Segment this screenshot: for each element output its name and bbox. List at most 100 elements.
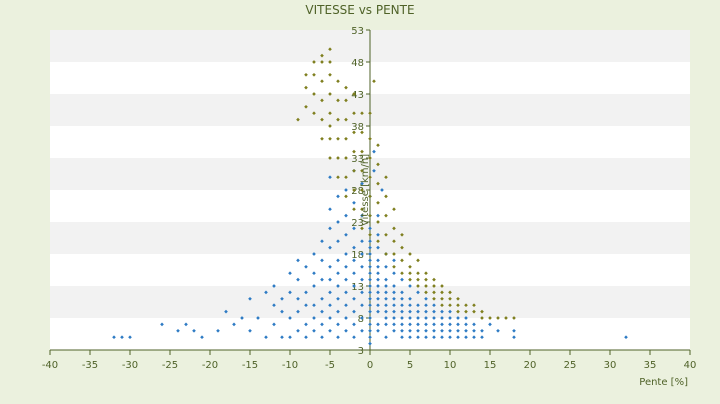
data-point — [368, 264, 372, 269]
data-point — [336, 258, 340, 263]
data-point — [336, 175, 340, 180]
data-point — [360, 188, 364, 192]
data-point — [160, 322, 164, 327]
data-point — [296, 258, 300, 263]
data-point — [432, 335, 436, 340]
data-point — [424, 328, 428, 333]
x-tick-label: 35 — [644, 360, 657, 371]
data-point — [232, 322, 236, 327]
data-point — [304, 290, 308, 295]
data-point — [416, 277, 420, 282]
x-axis-label: Pente [%] — [639, 377, 688, 388]
data-point — [368, 296, 372, 301]
data-point — [376, 290, 380, 295]
data-point — [448, 335, 452, 340]
data-point — [336, 296, 340, 301]
data-point — [368, 213, 372, 218]
data-point — [344, 264, 348, 269]
data-point — [328, 156, 332, 160]
data-point — [512, 328, 516, 333]
data-point — [288, 335, 292, 340]
data-point — [328, 245, 332, 250]
data-point — [312, 316, 316, 320]
y-tick-label: 23 — [351, 218, 364, 229]
data-point — [280, 309, 284, 314]
data-point — [456, 322, 460, 327]
data-point — [464, 335, 468, 340]
data-point — [400, 328, 404, 333]
data-point — [288, 316, 292, 320]
data-point — [416, 322, 420, 327]
data-point — [456, 309, 460, 314]
data-point — [392, 296, 396, 301]
x-tick-label: 10 — [444, 360, 457, 371]
data-point — [392, 226, 396, 231]
data-point — [432, 316, 436, 320]
data-point — [304, 303, 308, 308]
data-point — [336, 136, 340, 141]
data-point — [368, 322, 372, 327]
data-point — [472, 335, 476, 340]
data-point — [312, 328, 316, 333]
x-tick-label: 40 — [684, 360, 697, 371]
data-point — [416, 303, 420, 308]
data-point — [448, 328, 452, 333]
data-point — [360, 290, 364, 295]
data-point — [424, 322, 428, 327]
data-point — [384, 335, 388, 340]
data-point — [424, 296, 428, 301]
data-point — [248, 296, 252, 301]
data-point — [440, 296, 444, 301]
data-point — [408, 328, 412, 333]
data-point — [352, 296, 356, 301]
data-point — [432, 296, 436, 301]
data-point — [408, 252, 412, 256]
data-point — [440, 290, 444, 295]
data-point — [368, 303, 372, 308]
data-point — [352, 322, 356, 327]
data-point — [344, 303, 348, 308]
data-point — [344, 290, 348, 295]
data-point — [400, 271, 404, 276]
data-point — [368, 252, 372, 256]
data-point — [392, 322, 396, 327]
y-tick-label: 48 — [351, 58, 364, 69]
data-point — [448, 290, 452, 295]
data-point — [360, 316, 364, 320]
data-point — [488, 316, 492, 320]
data-point — [376, 239, 380, 244]
axes — [49, 29, 691, 355]
y-axis-label: Vitesse [km/h] — [360, 154, 371, 226]
data-point — [368, 335, 372, 340]
data-point — [336, 309, 340, 314]
chart-title: VITESSE vs PENTE — [305, 3, 414, 17]
data-point — [384, 284, 388, 288]
data-point — [416, 290, 420, 295]
data-point — [392, 284, 396, 288]
data-point — [448, 322, 452, 327]
x-tick-label: 25 — [564, 360, 577, 371]
data-point — [312, 92, 316, 96]
data-point — [384, 264, 388, 269]
data-point — [376, 220, 380, 224]
data-point — [312, 252, 316, 256]
data-point — [380, 188, 384, 192]
data-point — [360, 328, 364, 333]
data-point — [192, 328, 196, 333]
data-point — [200, 335, 204, 340]
data-point — [248, 328, 252, 333]
data-point — [384, 303, 388, 308]
data-point — [432, 322, 436, 327]
data-point — [344, 194, 348, 199]
data-point — [400, 303, 404, 308]
data-point — [480, 316, 484, 320]
data-point — [440, 335, 444, 340]
data-point — [360, 277, 364, 282]
data-point — [360, 207, 364, 212]
data-point — [424, 316, 428, 320]
data-point — [400, 277, 404, 282]
y-tick-label: 43 — [351, 90, 364, 101]
data-point — [216, 328, 220, 333]
data-point — [304, 264, 308, 269]
x-tick-label: 15 — [484, 360, 497, 371]
